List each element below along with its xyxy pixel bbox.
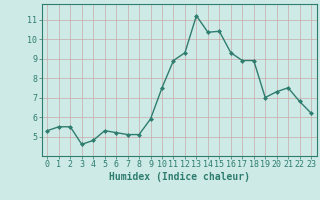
X-axis label: Humidex (Indice chaleur): Humidex (Indice chaleur) bbox=[109, 172, 250, 182]
